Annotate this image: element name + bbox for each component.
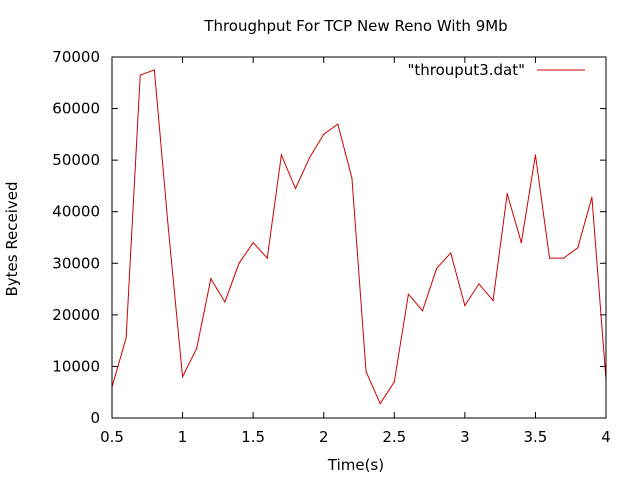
data-point <box>309 156 311 159</box>
data-point <box>266 257 268 259</box>
y-axis-ticks: 0 10000 20000 30000 40000 50000 60000 70000 <box>52 48 606 427</box>
data-point <box>492 299 494 302</box>
legend-label: "throuput3.dat" <box>407 61 525 79</box>
data-point <box>167 229 170 231</box>
y-tick-label: 10000 <box>52 357 100 375</box>
series-layer <box>111 69 607 405</box>
x-tick-label: 1 <box>178 428 188 446</box>
y-axis-label: Bytes Received <box>3 181 21 296</box>
x-tick-label: 4 <box>601 428 611 446</box>
data-point <box>238 262 240 264</box>
data-point <box>252 242 254 244</box>
y-tick-label: 40000 <box>52 203 100 221</box>
data-point <box>139 74 141 76</box>
data-point <box>436 267 438 270</box>
y-tick-label: 30000 <box>52 254 100 272</box>
data-point <box>534 154 537 156</box>
data-point <box>181 376 184 378</box>
chart-title: Throughput For TCP New Reno With 9Mb <box>203 17 507 35</box>
y-tick-label: 70000 <box>52 48 100 66</box>
x-tick-label: 0.5 <box>100 428 124 446</box>
x-axis-ticks: 0.5 1 1.5 2 2.5 3 3.5 4 <box>100 57 611 446</box>
plot-frame <box>111 56 607 419</box>
data-point <box>125 337 127 339</box>
data-point <box>280 154 282 156</box>
data-point <box>506 193 508 195</box>
data-point <box>421 310 424 312</box>
data-point <box>450 252 452 254</box>
data-point <box>478 283 480 285</box>
data-point <box>548 257 551 259</box>
data-point <box>563 257 565 259</box>
y-tick-label: 20000 <box>52 306 100 324</box>
data-point <box>365 370 367 373</box>
legend: "throuput3.dat" <box>407 61 585 79</box>
data-point <box>337 123 339 125</box>
data-point <box>351 177 353 179</box>
x-tick-label: 1.5 <box>241 428 265 446</box>
data-point <box>464 304 466 307</box>
data-point <box>210 278 212 280</box>
data-point <box>153 69 155 71</box>
data-point <box>407 293 409 295</box>
data-point <box>224 301 226 303</box>
y-tick-label: 50000 <box>52 151 100 169</box>
x-tick-label: 3 <box>460 428 470 446</box>
y-tick-label: 0 <box>90 409 100 427</box>
data-point <box>520 242 522 244</box>
data-point <box>591 196 593 198</box>
data-point <box>393 381 395 383</box>
x-tick-label: 2.5 <box>382 428 406 446</box>
data-point <box>577 247 579 249</box>
y-tick-label: 60000 <box>52 100 100 118</box>
series-line <box>111 69 607 405</box>
x-tick-label: 3.5 <box>523 428 547 446</box>
data-point <box>379 402 381 405</box>
data-point <box>294 187 297 190</box>
data-point <box>196 347 198 349</box>
x-tick-label: 2 <box>319 428 329 446</box>
x-axis-label: Time(s) <box>327 456 384 474</box>
data-point <box>323 133 325 135</box>
